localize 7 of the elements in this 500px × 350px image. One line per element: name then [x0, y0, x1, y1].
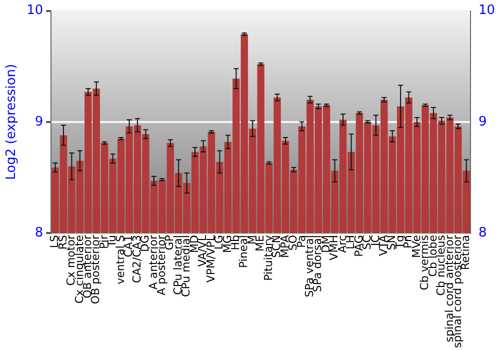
- y2-tick-label: 9: [478, 114, 487, 130]
- y-tick-label: 10: [26, 3, 44, 18]
- y2-tick-label: 10: [478, 3, 496, 18]
- y-axis-title: Log2 (expression): [4, 64, 20, 180]
- y-tick-label: 8: [34, 225, 44, 240]
- y-tick-label: 9: [34, 114, 44, 130]
- y2-tick-label: 8: [478, 225, 487, 240]
